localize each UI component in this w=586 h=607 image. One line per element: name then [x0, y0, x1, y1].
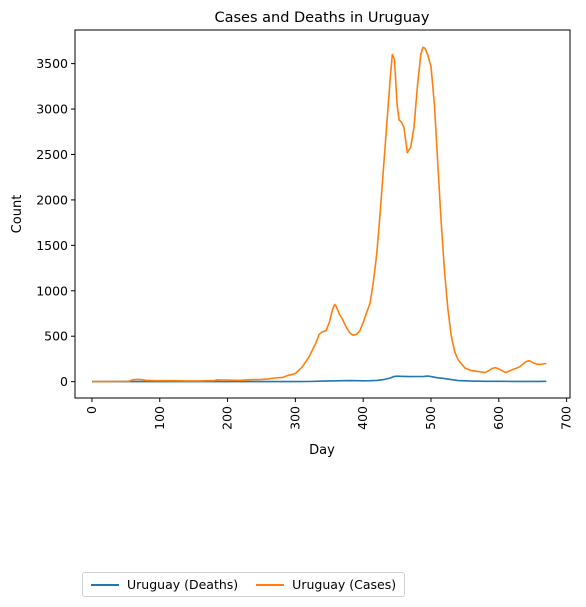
y-tick-label: 0: [60, 374, 68, 389]
series-layer: [92, 46, 547, 383]
y-tick-label: 3000: [36, 102, 68, 117]
legend-label-deaths: Uruguay (Deaths): [127, 577, 239, 592]
legend-item-deaths: Uruguay (Deaths): [91, 577, 238, 592]
legend: Uruguay (Deaths) Uruguay (Cases): [82, 572, 406, 597]
x-tick-label: 700: [559, 406, 574, 430]
legend-swatch-deaths: [91, 583, 119, 586]
legend-label-cases: Uruguay (Cases): [292, 577, 397, 592]
y-tick-label: 2500: [36, 147, 68, 162]
y-axis-label: Count: [10, 195, 25, 234]
legend-item-cases: Uruguay (Cases): [256, 577, 396, 592]
y-tick-label: 2000: [36, 192, 68, 207]
x-tick-label: 400: [355, 406, 370, 430]
plot-frame: [74, 29, 571, 399]
y-tick-label: 3500: [36, 56, 68, 71]
x-tick-label: 300: [287, 406, 302, 430]
x-tick-label: 200: [220, 406, 235, 430]
y-tick-label: 500: [44, 329, 68, 344]
series-line-cases: [92, 46, 547, 383]
chart-title: Cases and Deaths in Uruguay: [214, 10, 429, 26]
x-axis-label: Day: [309, 443, 335, 458]
series-line-deaths: [92, 375, 547, 383]
y-tick-label: 1000: [36, 283, 68, 298]
y-tick-label: 1500: [36, 238, 68, 253]
x-tick-label: 600: [491, 406, 506, 430]
y-ticks: 0 500 1000 1500 2000 2500 3000 3500: [36, 56, 75, 389]
x-tick-label: 0: [84, 406, 99, 414]
x-tick-label: 500: [423, 406, 438, 430]
x-tick-label: 100: [152, 406, 167, 430]
legend-swatch-cases: [256, 583, 285, 586]
x-ticks: 0 100 200 300 400 500 600 700: [84, 398, 574, 430]
